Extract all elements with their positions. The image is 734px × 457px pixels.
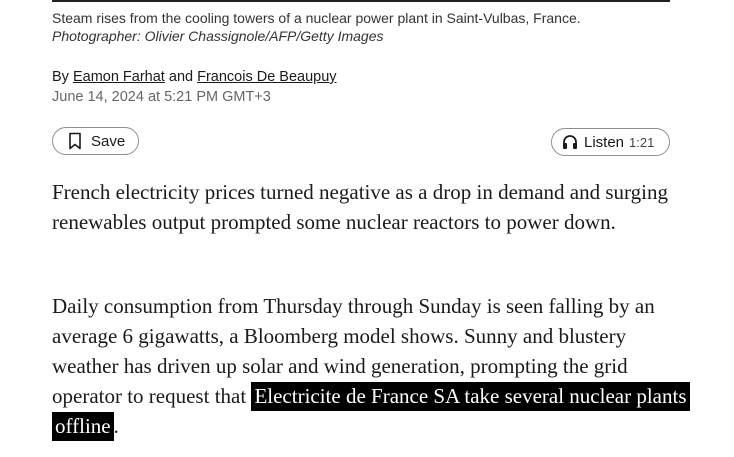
paragraph-2-text: Daily consumption from Thursday through … bbox=[52, 294, 655, 408]
headphones-icon bbox=[562, 134, 578, 150]
photo-caption: Steam rises from the cooling towers of a… bbox=[52, 9, 670, 45]
listen-button[interactable]: Listen 1:21 bbox=[551, 128, 670, 156]
bookmark-icon bbox=[68, 132, 82, 150]
caption-text: Steam rises from the cooling towers of a… bbox=[52, 10, 581, 26]
listen-label: Listen bbox=[584, 133, 625, 151]
image-bottom-border bbox=[52, 0, 670, 2]
byline: By Eamon Farhat and Francois De Beaupuy bbox=[52, 68, 337, 86]
article-paragraph-1: French electricity prices turned negativ… bbox=[52, 180, 668, 234]
listen-duration: 1:21 bbox=[629, 134, 655, 150]
save-label: Save bbox=[91, 132, 126, 150]
author-link-francois-de-beaupuy[interactable]: Francois De Beaupuy bbox=[197, 69, 337, 85]
publish-date: June 14, 2024 at 5:21 PM GMT+3 bbox=[52, 89, 271, 105]
photo-credit: Photographer: Olivier Chassignole/AFP/Ge… bbox=[52, 28, 384, 44]
author-link-eamon-farhat[interactable]: Eamon Farhat bbox=[72, 69, 165, 85]
save-button[interactable]: Save bbox=[52, 127, 139, 155]
paragraph-2-end: . bbox=[113, 414, 119, 438]
byline-prefix: By bbox=[52, 69, 69, 85]
byline-joiner: and bbox=[168, 69, 194, 85]
article-paragraph-2: Daily consumption from Thursday through … bbox=[52, 291, 692, 441]
